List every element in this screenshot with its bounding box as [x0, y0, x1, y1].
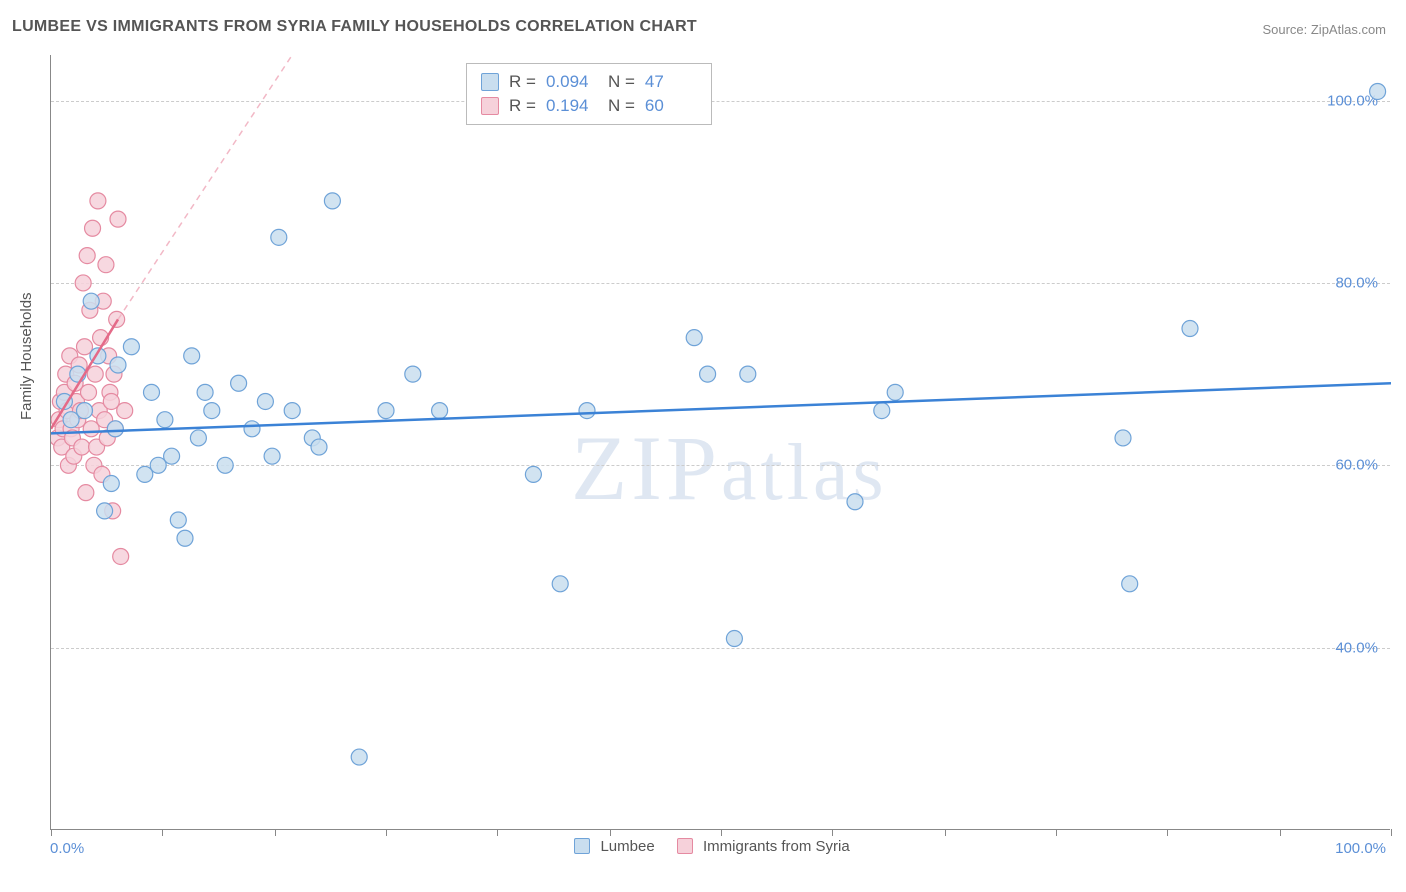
- r-label: R =: [509, 72, 536, 92]
- x-tick: [162, 829, 163, 836]
- datapoint-lumbee: [244, 421, 260, 437]
- datapoint-lumbee: [700, 366, 716, 382]
- y-axis-label: Family Households: [18, 292, 35, 420]
- trend-line: [51, 383, 1391, 433]
- bottom-legend: Lumbee Immigrants from Syria: [0, 838, 1406, 855]
- n-label: N =: [608, 96, 635, 116]
- datapoint-lumbee: [726, 631, 742, 647]
- datapoint-lumbee: [197, 384, 213, 400]
- datapoint-lumbee: [103, 476, 119, 492]
- x-tick: [610, 829, 611, 836]
- datapoint-syria: [90, 193, 106, 209]
- datapoint-lumbee: [874, 403, 890, 419]
- datapoint-lumbee: [77, 403, 93, 419]
- trend-line: [118, 55, 292, 319]
- legend-swatch-syria: [677, 838, 693, 854]
- datapoint-lumbee: [110, 357, 126, 373]
- datapoint-lumbee: [264, 448, 280, 464]
- r-value-syria: 0.194: [546, 96, 598, 116]
- datapoint-lumbee: [170, 512, 186, 528]
- datapoint-lumbee: [324, 193, 340, 209]
- datapoint-lumbee: [525, 466, 541, 482]
- datapoint-lumbee: [157, 412, 173, 428]
- swatch-lumbee: [481, 73, 499, 91]
- datapoint-syria: [85, 220, 101, 236]
- datapoint-lumbee: [1370, 83, 1386, 99]
- legend-label-syria: Immigrants from Syria: [703, 838, 850, 855]
- datapoint-lumbee: [123, 339, 139, 355]
- datapoint-lumbee: [847, 494, 863, 510]
- datapoint-syria: [117, 403, 133, 419]
- swatch-syria: [481, 97, 499, 115]
- datapoint-lumbee: [144, 384, 160, 400]
- datapoint-lumbee: [1115, 430, 1131, 446]
- datapoint-syria: [79, 248, 95, 264]
- legend-swatch-lumbee: [574, 838, 590, 854]
- datapoint-lumbee: [378, 403, 394, 419]
- scatter-svg: [51, 55, 1391, 830]
- datapoint-lumbee: [231, 375, 247, 391]
- datapoint-lumbee: [107, 421, 123, 437]
- datapoint-lumbee: [351, 749, 367, 765]
- chart-title: LUMBEE VS IMMIGRANTS FROM SYRIA FAMILY H…: [12, 18, 697, 36]
- r-value-lumbee: 0.094: [546, 72, 598, 92]
- datapoint-lumbee: [740, 366, 756, 382]
- plot-area: ZIPatlas 40.0%60.0%80.0%100.0% R = 0.094…: [50, 55, 1390, 830]
- datapoint-lumbee: [552, 576, 568, 592]
- datapoint-syria: [87, 366, 103, 382]
- x-tick: [1391, 829, 1392, 836]
- datapoint-syria: [74, 439, 90, 455]
- datapoint-lumbee: [83, 293, 99, 309]
- datapoint-lumbee: [432, 403, 448, 419]
- x-tick: [386, 829, 387, 836]
- datapoint-lumbee: [405, 366, 421, 382]
- datapoint-lumbee: [97, 503, 113, 519]
- x-tick: [1056, 829, 1057, 836]
- x-tick: [945, 829, 946, 836]
- datapoint-lumbee: [204, 403, 220, 419]
- datapoint-lumbee: [1182, 321, 1198, 337]
- datapoint-lumbee: [190, 430, 206, 446]
- x-tick: [497, 829, 498, 836]
- x-tick: [51, 829, 52, 836]
- legend-label-lumbee: Lumbee: [600, 838, 654, 855]
- x-tick: [721, 829, 722, 836]
- datapoint-lumbee: [284, 403, 300, 419]
- datapoint-syria: [81, 384, 97, 400]
- stats-row-lumbee: R = 0.094 N = 47: [481, 70, 697, 94]
- datapoint-lumbee: [1122, 576, 1138, 592]
- r-label: R =: [509, 96, 536, 116]
- datapoint-lumbee: [271, 229, 287, 245]
- datapoint-syria: [75, 275, 91, 291]
- source-label: Source: ZipAtlas.com: [1262, 22, 1386, 37]
- datapoint-syria: [113, 548, 129, 564]
- datapoint-lumbee: [164, 448, 180, 464]
- stats-row-syria: R = 0.194 N = 60: [481, 94, 697, 118]
- stats-legend-box: R = 0.094 N = 47 R = 0.194 N = 60: [466, 63, 712, 125]
- datapoint-syria: [78, 485, 94, 501]
- n-value-syria: 60: [645, 96, 697, 116]
- datapoint-lumbee: [311, 439, 327, 455]
- x-tick: [1280, 829, 1281, 836]
- datapoint-lumbee: [579, 403, 595, 419]
- datapoint-lumbee: [257, 393, 273, 409]
- x-tick: [832, 829, 833, 836]
- x-tick: [1167, 829, 1168, 836]
- n-value-lumbee: 47: [645, 72, 697, 92]
- datapoint-lumbee: [686, 330, 702, 346]
- x-tick: [275, 829, 276, 836]
- datapoint-lumbee: [887, 384, 903, 400]
- datapoint-syria: [98, 257, 114, 273]
- datapoint-syria: [110, 211, 126, 227]
- datapoint-lumbee: [217, 457, 233, 473]
- datapoint-lumbee: [184, 348, 200, 364]
- n-label: N =: [608, 72, 635, 92]
- datapoint-lumbee: [177, 530, 193, 546]
